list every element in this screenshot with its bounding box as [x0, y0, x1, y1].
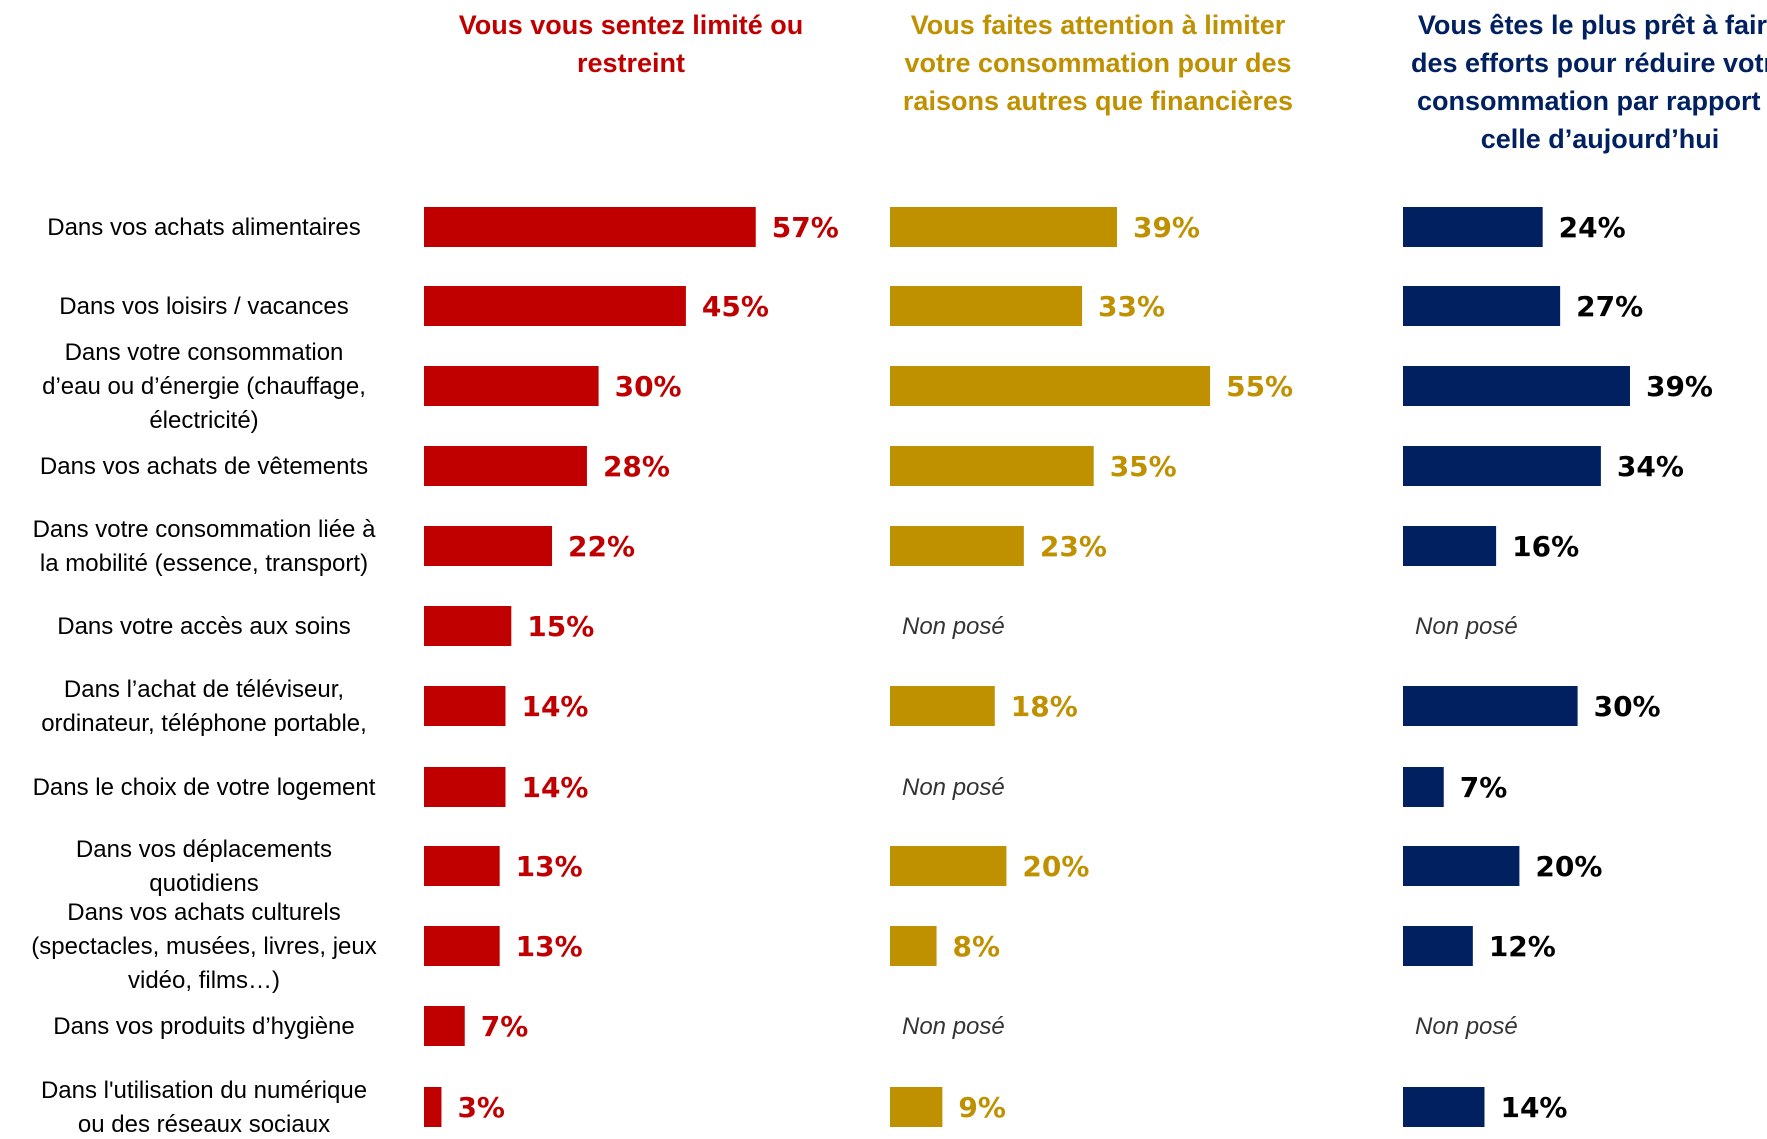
category-label: Dans vos déplacements quotidiens [76, 836, 332, 897]
bar [890, 207, 1117, 247]
series-header-3: Vous êtes le plus prêt à faire des effort… [1411, 10, 1767, 154]
not-asked-label: Non posé [1415, 613, 1518, 640]
category-label: Dans vos achats culturels (spectacles, mu… [31, 899, 376, 994]
bar [1403, 526, 1497, 566]
bar [1403, 1087, 1485, 1127]
bar [1403, 846, 1520, 886]
data-label: 39% [1646, 370, 1713, 403]
bar [1403, 767, 1444, 807]
not-asked-label: Non posé [902, 1013, 1005, 1040]
bar [424, 446, 587, 486]
bar [424, 526, 553, 566]
data-label: 23% [1040, 530, 1107, 563]
category-label: Dans vos loisirs / vacances [59, 293, 348, 320]
data-label: 39% [1133, 211, 1200, 244]
category-label: Dans votre consommation d’eau ou d’énergi… [42, 339, 366, 434]
bar [890, 526, 1024, 566]
bar [890, 926, 937, 966]
data-label: 34% [1617, 450, 1684, 483]
data-label: 13% [516, 850, 583, 883]
bar [890, 846, 1007, 886]
data-label: 20% [1022, 850, 1089, 883]
data-label: 14% [1500, 1091, 1567, 1124]
category-label: Dans vos achats de vêtements [40, 453, 368, 480]
bar [1403, 686, 1578, 726]
data-label: 16% [1512, 530, 1579, 563]
bar [890, 446, 1094, 486]
category-label: Dans vos achats alimentaires [47, 214, 360, 241]
data-label: 7% [1460, 771, 1508, 804]
bar [890, 366, 1211, 406]
bar [1403, 366, 1630, 406]
data-label: 15% [527, 610, 594, 643]
data-label: 30% [1594, 690, 1661, 723]
bar [424, 207, 756, 247]
data-label: 28% [603, 450, 670, 483]
data-label: 57% [772, 211, 839, 244]
data-label: 12% [1489, 930, 1556, 963]
bar [424, 1006, 465, 1046]
data-label: 3% [457, 1091, 505, 1124]
data-label: 45% [702, 290, 769, 323]
not-asked-label: Non posé [902, 613, 1005, 640]
data-label: 13% [516, 930, 583, 963]
data-label: 14% [521, 690, 588, 723]
data-label: 8% [953, 930, 1001, 963]
data-label: 18% [1011, 690, 1078, 723]
data-label: 27% [1576, 290, 1643, 323]
bar [890, 286, 1083, 326]
category-label: Dans votre consommation liée à la mobilit… [33, 516, 376, 577]
bar [424, 606, 512, 646]
data-label: 35% [1110, 450, 1177, 483]
bar [1403, 207, 1543, 247]
category-label: Dans l'utilisation du numérique ou des ré… [41, 1077, 367, 1138]
bar [424, 366, 599, 406]
data-label: 14% [521, 771, 588, 804]
bar [424, 1087, 442, 1127]
bar [424, 686, 506, 726]
data-label: 20% [1535, 850, 1602, 883]
data-label: 33% [1098, 290, 1165, 323]
bar [424, 286, 686, 326]
data-label: 24% [1559, 211, 1626, 244]
data-label: 55% [1226, 370, 1293, 403]
bar [424, 926, 500, 966]
data-label: 7% [481, 1010, 529, 1043]
data-label: 22% [568, 530, 635, 563]
bar [424, 767, 506, 807]
category-label: Dans votre accès aux soins [57, 613, 350, 640]
category-label: Dans vos produits d’hygiène [53, 1013, 355, 1040]
not-asked-label: Non posé [1415, 1013, 1518, 1040]
data-label: 30% [615, 370, 682, 403]
category-label: Dans l’achat de téléviseur, ordinateur, t… [41, 676, 367, 737]
data-label: 9% [958, 1091, 1006, 1124]
bar [424, 846, 500, 886]
bar [890, 686, 995, 726]
bar [1403, 286, 1561, 326]
not-asked-label: Non posé [902, 774, 1005, 801]
series-header-2: Vous faites attention à limiter votre con… [903, 10, 1293, 116]
series-header-1: Vous vous sentez limité ou restreint [459, 10, 804, 78]
bar [1403, 926, 1473, 966]
bar [890, 1087, 943, 1127]
bar [1403, 446, 1601, 486]
category-label: Dans le choix de votre logement [33, 774, 376, 801]
